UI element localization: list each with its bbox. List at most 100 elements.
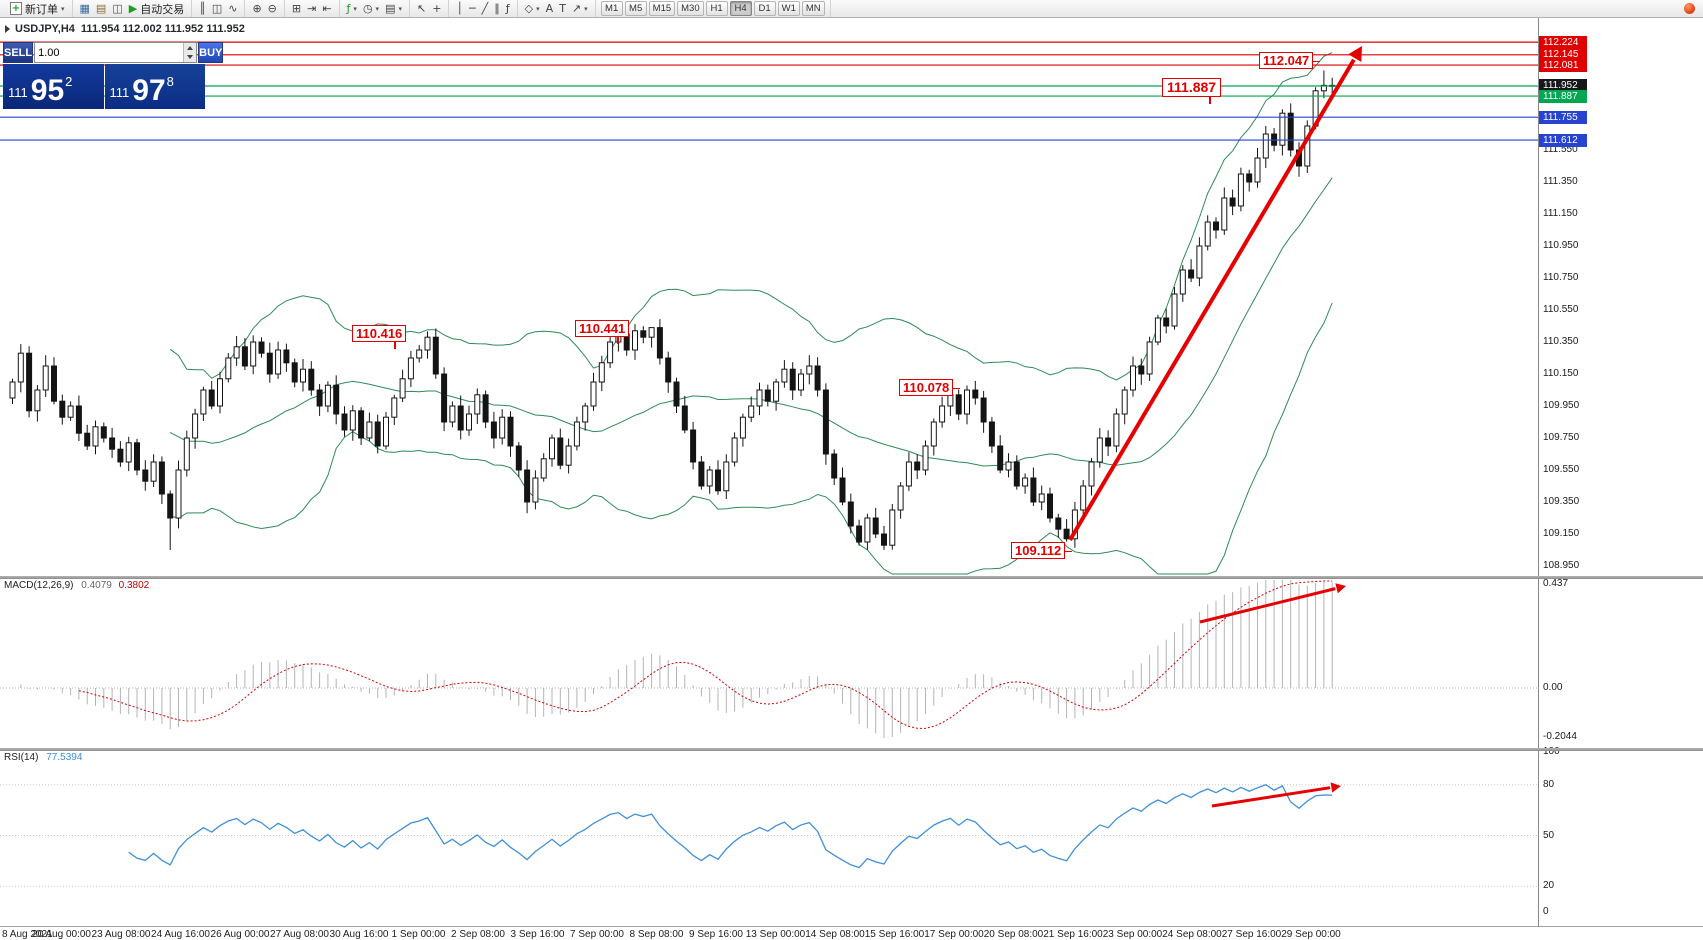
volume-input[interactable] (35, 43, 184, 62)
templates-icon: ▤ (385, 2, 396, 15)
price-annotation[interactable]: 111.887 (1162, 78, 1222, 97)
rsi-axis-tick: 20 (1543, 880, 1555, 892)
trendline-button[interactable]: ╱ (479, 1, 492, 16)
price-annotation[interactable]: 112.047 (1259, 52, 1314, 69)
rsi-value: 77.5394 (46, 752, 83, 763)
horizontal-line-button[interactable]: ─ (466, 1, 479, 16)
fibonacci-button[interactable]: ƒ (503, 1, 513, 16)
ask-pip-digit: 8 (166, 74, 174, 89)
price-axis-border[interactable] (1538, 18, 1539, 926)
data-window-button[interactable]: ◫ (109, 1, 125, 16)
price-axis-tick: 110.350 (1543, 336, 1579, 347)
profiles-button[interactable]: ▤ (93, 1, 109, 16)
chart-title: USDJPY,H4 111.954 112.002 111.952 111.95… (5, 23, 245, 35)
line-chart-button[interactable]: ∿ (225, 1, 240, 16)
line-chart-icon: ∿ (228, 2, 238, 15)
time-axis-label: 20 Aug 00:00 (32, 929, 91, 940)
rsi-axis-tick: 100 (1543, 746, 1560, 757)
arrows-button[interactable]: ↗ ▾ (569, 1, 591, 16)
timeframe-m5-button[interactable]: M5 (624, 1, 647, 16)
time-axis-label: 8 Sep 08:00 (629, 929, 684, 940)
volume-spinner (183, 43, 197, 62)
time-axis-label: 24 Aug 16:00 (151, 929, 210, 940)
zoom-out-icon: ⊖ (267, 2, 277, 15)
shapes-button[interactable]: ◇ ▾ (522, 1, 543, 16)
volume-decrease-button[interactable] (184, 52, 197, 62)
time-axis-label: 24 Sep 08:00 (1162, 929, 1222, 940)
vertical-line-button[interactable]: │ (453, 1, 466, 16)
timeframe-m15-button[interactable]: M15 (648, 1, 676, 16)
horizontal-line-icon: ─ (469, 2, 476, 15)
sell-button[interactable]: SELL (3, 42, 34, 63)
macd-signal-value: 0.3802 (118, 580, 150, 591)
auto-scroll-button[interactable]: ⇥ (304, 1, 319, 16)
equidistant-channel-icon: ∥ (494, 2, 500, 15)
time-axis-label: 1 Sep 00:00 (391, 929, 446, 940)
price-axis-tick: 109.750 (1543, 432, 1580, 443)
bollinger-layer (169, 52, 1333, 575)
shapes-icon: ◇ (524, 2, 534, 15)
timeframe-h4-button[interactable]: H4 (729, 1, 752, 16)
tile-windows-button[interactable]: ⊞ (289, 1, 304, 16)
main-macd-splitter[interactable] (0, 576, 1703, 579)
cursor-button[interactable]: ↖ (414, 1, 429, 16)
toolbar-group: ⊕ ⊖ (245, 0, 285, 17)
macd-label: MACD(12,26,9) 0.4079 0.3802 (4, 580, 149, 591)
equidistant-channel-button[interactable]: ∥ (491, 1, 503, 16)
buy-button[interactable]: BUY (198, 42, 224, 63)
price-annotation[interactable]: 110.416 (352, 325, 407, 342)
candlestick-chart-button[interactable]: ◫ (209, 1, 225, 16)
toolbar-group: ƒ ▾ ◷ ▾ ▤ ▾ (340, 0, 410, 17)
templates-button[interactable]: ▤ ▾ (382, 1, 405, 16)
text-label-button[interactable]: T (556, 1, 569, 16)
price-axis-tick: 111.350 (1543, 176, 1578, 187)
timeframe-d1-button[interactable]: D1 (753, 1, 776, 16)
indicators-button[interactable]: ƒ ▾ (344, 1, 360, 16)
text-button[interactable]: A (543, 1, 557, 16)
periods-button[interactable]: ◷ ▾ (360, 1, 382, 16)
one-click-collapse-icon[interactable] (5, 25, 10, 33)
price-axis-tick: 110.150 (1543, 368, 1579, 379)
chart-shift-button[interactable]: ⇤ (319, 1, 334, 16)
one-click-order-row: SELL BUY (3, 42, 224, 63)
timeframe-h1-button[interactable]: H1 (705, 1, 728, 16)
new-order-button[interactable]: + 新订单 ▾ (7, 1, 68, 16)
zoom-in-button[interactable]: ⊕ (249, 1, 264, 16)
toolbar-group: ↖ + (410, 0, 450, 17)
bar-chart-button[interactable]: ║ (196, 1, 209, 16)
toolbar-group: ⊞ ⇥ ⇤ (285, 0, 340, 17)
price-annotation[interactable]: 109.112 (1011, 542, 1066, 559)
timeframe-w1-button[interactable]: W1 (777, 1, 800, 16)
price-annotation[interactable]: 110.441 (575, 320, 630, 337)
timeframe-m1-button[interactable]: M1 (600, 1, 623, 16)
annotation-tick-icon (394, 342, 396, 349)
shapes-caret-icon: ▾ (536, 5, 540, 13)
new-order-icon: + (10, 2, 22, 15)
annotation-tick-icon (953, 387, 960, 389)
rsi-axis-tick: 50 (1543, 829, 1555, 841)
price-annotation[interactable]: 110.078 (899, 379, 954, 396)
toolbar: + 新订单 ▾ ▦ ▤ ◫ ▶ 自动交易 ║ ◫ ∿ ⊕ ⊖ ⊞ ⇥ ⇤ ƒ ▾ ◷ ▾ ▤ ▾ ↖ + │ ─ ╱ ∥ ƒ ◇ ▾ A T ↗ ▾… (0, 0, 1703, 18)
bid-price[interactable]: 111 95 2 (3, 64, 104, 109)
charts-button[interactable]: ▦ (77, 1, 93, 16)
connection-status-icon[interactable] (1684, 3, 1695, 14)
macd-name: MACD(12,26,9) (4, 580, 74, 591)
volume-increase-button[interactable] (184, 43, 197, 53)
timeframe-mn-button[interactable]: MN (801, 1, 825, 16)
macd-rsi-splitter[interactable] (0, 748, 1703, 751)
ohlc-values: 111.954 112.002 111.952 111.952 (80, 23, 245, 35)
rsi-axis-tick: 0 (1543, 906, 1549, 917)
price-tag: 112.145 (1539, 48, 1587, 62)
ask-big-digits: 97 (132, 74, 166, 107)
timeframe-m30-button[interactable]: M30 (677, 1, 704, 16)
ask-price[interactable]: 111 97 8 (104, 64, 205, 109)
price-axis-tick: 109.350 (1543, 496, 1580, 507)
auto-trading-button[interactable]: ▶ 自动交易 (126, 1, 187, 16)
price-axis-tick: 110.550 (1543, 304, 1579, 315)
price-axis-tick: 109.150 (1543, 528, 1580, 539)
vertical-line-icon: │ (456, 2, 464, 15)
time-axis-label: 13 Sep 00:00 (745, 929, 806, 940)
crosshair-button[interactable]: + (429, 1, 444, 16)
zoom-out-button[interactable]: ⊖ (265, 1, 280, 16)
